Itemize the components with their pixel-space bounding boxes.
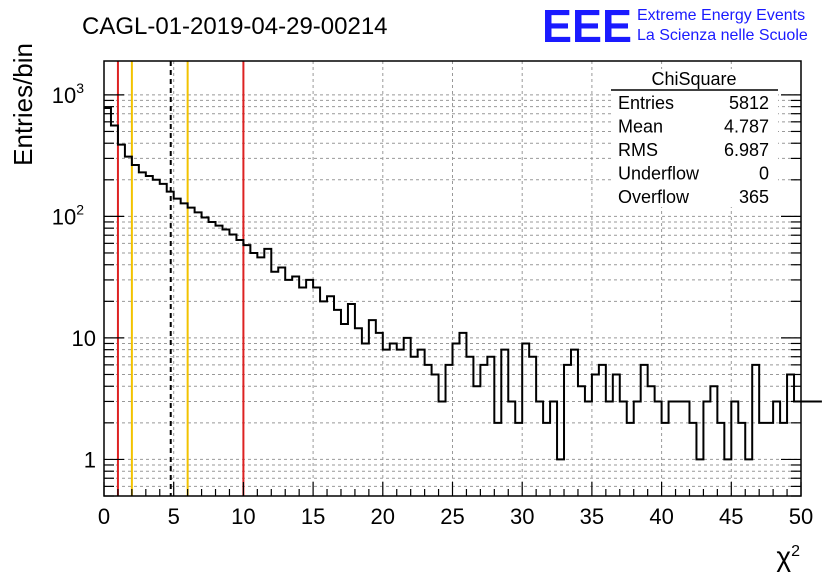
stats-label: Overflow <box>618 187 690 207</box>
stats-title: ChiSquare <box>651 69 736 89</box>
stats-label: Entries <box>618 93 674 113</box>
x-tick-label: 15 <box>301 504 325 529</box>
x-tick-label: 5 <box>168 504 180 529</box>
y-axis-label: Entries/bin <box>8 43 38 166</box>
x-tick-label: 40 <box>649 504 673 529</box>
histogram-step-line <box>104 106 822 461</box>
stats-box: ChiSquare Entries 5812 Mean 4.787 RMS 6.987 Un… <box>611 69 778 207</box>
x-axis-label-sup: 2 <box>791 543 800 560</box>
axis-ticks <box>103 94 802 497</box>
x-tick-labels: 0 5 10 15 20 25 30 35 40 45 50 <box>98 504 813 529</box>
x-tick-label: 0 <box>98 504 110 529</box>
x-tick-label: 25 <box>440 504 464 529</box>
grid-lines <box>104 61 801 497</box>
logo-mark: EEE <box>542 0 632 52</box>
y-tick-label: 103 <box>52 80 84 108</box>
logo-line1: Extreme Energy Events <box>637 7 805 24</box>
stats-value: 4.787 <box>724 117 769 137</box>
x-tick-label: 20 <box>371 504 395 529</box>
x-tick-label: 50 <box>789 504 813 529</box>
y-tick-label: 10 <box>72 326 96 351</box>
stats-value: 6.987 <box>724 140 769 160</box>
x-tick-label: 45 <box>719 504 743 529</box>
x-axis-label: χ2 <box>776 541 800 572</box>
stats-rows: Entries 5812 Mean 4.787 RMS 6.987 Underflow 0 Ov… <box>618 93 769 207</box>
eee-logo: EEE Extreme Energy Events La Scienza nel… <box>542 0 808 52</box>
x-tick-label: 35 <box>580 504 604 529</box>
x-tick-label: 10 <box>231 504 255 529</box>
reference-lines <box>116 61 245 496</box>
y-tick-label: 102 <box>52 201 84 229</box>
stats-label: RMS <box>618 140 658 160</box>
logo-line2: La Scienza nelle Scuole <box>637 27 808 44</box>
y-tick-label: 1 <box>84 447 96 472</box>
stats-box-background <box>611 69 778 207</box>
stats-label: Mean <box>618 117 663 137</box>
y-tick-labels: 1 10 102 103 <box>52 80 96 473</box>
chart-title: CAGL-01-2019-04-29-00214 <box>82 13 388 40</box>
stats-value: 365 <box>739 187 769 207</box>
x-tick-label: 30 <box>510 504 534 529</box>
stats-label: Underflow <box>618 164 700 184</box>
stats-value: 0 <box>759 164 769 184</box>
x-axis-label-base: χ <box>776 541 791 572</box>
stats-value: 5812 <box>729 93 769 113</box>
